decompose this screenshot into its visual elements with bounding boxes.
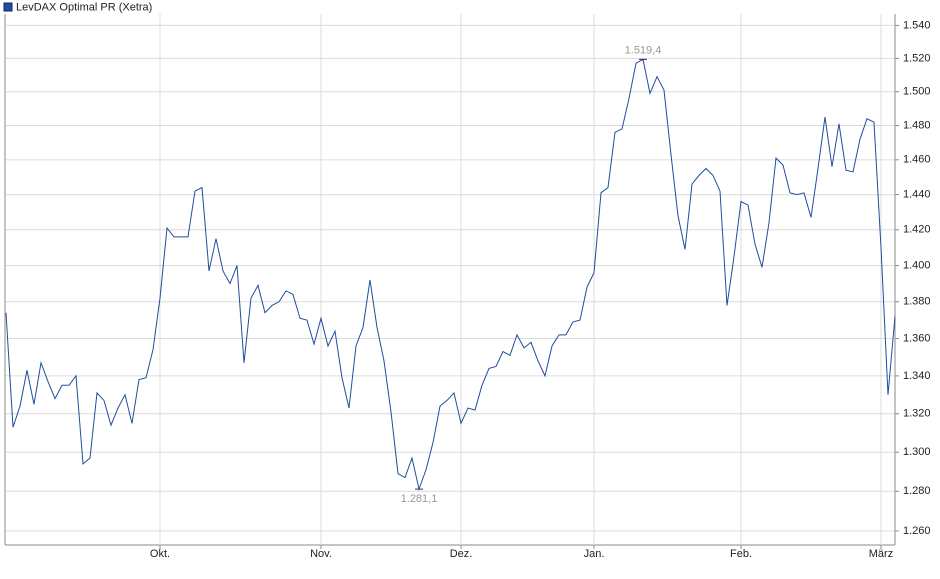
y-tick-label: 1.320 <box>903 408 931 420</box>
x-tick-label: März <box>869 548 893 560</box>
x-tick-label: Nov. <box>310 548 332 560</box>
y-tick-label: 1.400 <box>903 259 931 271</box>
x-tick-label: Okt. <box>150 548 170 560</box>
x-tick-label: Feb. <box>730 548 752 560</box>
y-tick-label: 1.260 <box>903 525 931 537</box>
legend-swatch <box>3 2 13 12</box>
y-tick-label: 1.360 <box>903 332 931 344</box>
price-line <box>5 58 896 491</box>
annotation: 1.519,4 <box>625 44 662 56</box>
x-tick-label: Dez. <box>450 548 473 560</box>
y-tick-label: 1.420 <box>903 224 931 236</box>
y-tick-label: 1.280 <box>903 485 931 497</box>
y-tick-label: 1.500 <box>903 86 931 98</box>
y-tick-label: 1.440 <box>903 188 931 200</box>
y-tick-label: 1.300 <box>903 446 931 458</box>
y-tick-label: 1.460 <box>903 154 931 166</box>
annotation: 1.281,1 <box>401 493 438 505</box>
y-tick-label: 1.380 <box>903 296 931 308</box>
y-tick-label: 1.540 <box>903 19 931 31</box>
x-tick-label: Jan. <box>584 548 605 560</box>
y-tick-label: 1.520 <box>903 52 931 64</box>
y-tick-label: 1.480 <box>903 119 931 131</box>
legend-label: LevDAX Optimal PR (Xetra) <box>16 1 152 13</box>
y-tick-label: 1.340 <box>903 370 931 382</box>
